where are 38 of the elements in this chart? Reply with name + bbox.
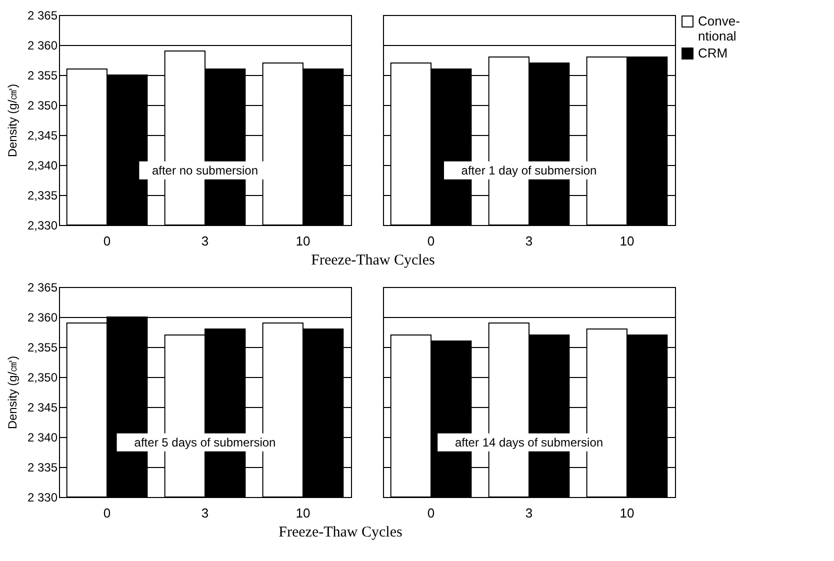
x-tick-label: 0 <box>427 506 435 520</box>
y-tick-label: 2,345 <box>27 128 58 142</box>
y-tick-label: 2 365 <box>27 8 58 22</box>
x-tick-label: 3 <box>525 234 533 248</box>
y-tick-label: 2 330 <box>27 490 58 504</box>
annotation: after 1 day of submersion <box>461 163 597 178</box>
y-tick-label: 2,330 <box>27 218 58 232</box>
y-tick-label: 2,350 <box>27 370 58 384</box>
legend-label: CRM <box>698 46 728 60</box>
y-tick-label: 2,355 <box>27 340 58 354</box>
x-tick-label: 3 <box>201 234 209 248</box>
y-tick-label: 2 360 <box>27 310 58 324</box>
y-axis-title: Density (g/㎤) <box>5 84 20 158</box>
annotation: after 14 days of submersion <box>454 435 604 450</box>
x-tick-label: 0 <box>103 506 111 520</box>
y-tick-label: 2,340 <box>27 158 58 172</box>
y-tick-label: 2 355 <box>27 68 58 82</box>
y-tick-label: 2 350 <box>27 98 58 112</box>
x-tick-label: 10 <box>620 234 634 248</box>
y-tick-label: 2 335 <box>27 460 58 474</box>
x-axis-title: Freeze-Thaw Cycles <box>278 524 402 540</box>
x-tick-label: 10 <box>296 234 310 248</box>
y-tick-label: 2 345 <box>27 400 58 414</box>
x-tick-label: 0 <box>427 234 435 248</box>
x-tick-label: 3 <box>525 506 533 520</box>
y-tick-label: 2,335 <box>27 188 58 202</box>
legend-label: Conve- ntional <box>698 14 740 44</box>
y-tick-label: 2 340 <box>27 430 58 444</box>
x-tick-label: 10 <box>296 506 310 520</box>
y-tick-label: 2 365 <box>27 280 58 294</box>
annotation: after 5 days of submersion <box>134 435 276 450</box>
x-axis-title: Freeze-Thaw Cycles <box>311 252 435 268</box>
annotation: after no submersion <box>152 163 258 178</box>
x-tick-label: 0 <box>103 234 111 248</box>
y-axis-title: Density (g/㎤) <box>5 356 20 430</box>
x-tick-label: 10 <box>620 506 634 520</box>
y-tick-label: 2 360 <box>27 38 58 52</box>
x-tick-label: 3 <box>201 506 209 520</box>
